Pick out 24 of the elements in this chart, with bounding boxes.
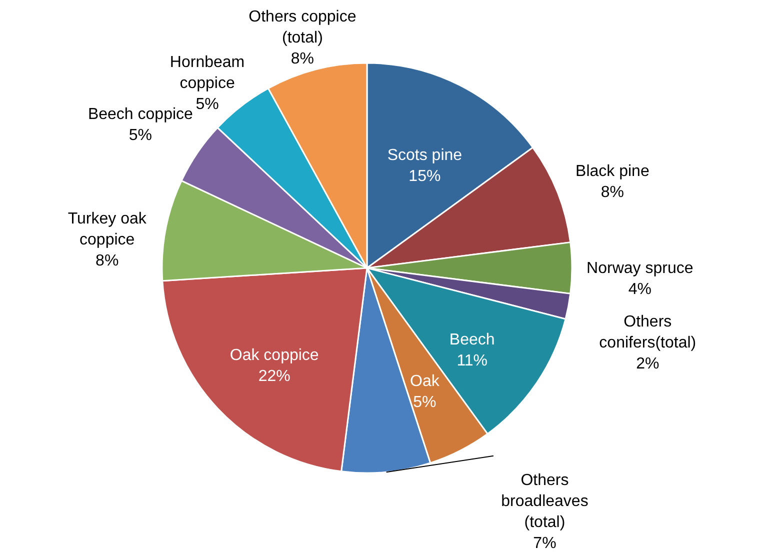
data-label: 11% [456,352,488,370]
data-label: 2% [636,356,660,373]
slice-label: Turkey oak coppice [68,210,148,248]
slice-label: Oak [410,373,440,390]
data-label: 7% [533,534,556,552]
data-label: 22% [258,368,290,386]
data-label: 5% [413,394,436,412]
data-label: 5% [128,127,152,144]
slice-label: Norway spruce [586,260,694,277]
slice-label: Beech coppice [88,106,194,124]
data-label: 15% [408,168,441,185]
slice-label: Oak coppice [230,347,319,364]
slice-label: Black pine [576,162,650,180]
data-label: 8% [96,252,119,270]
slice-label: Others coppice (total) [248,8,356,47]
data-label: 8% [600,184,624,201]
slice-label: Others conifers(total) [599,314,696,352]
data-label: 4% [628,281,652,298]
slice-label: Hornbeam coppice [170,54,245,92]
slice-label: Others broadleaves (total) [501,472,588,531]
data-label: 5% [196,96,219,114]
data-label: 8% [290,50,314,68]
slice-label: Scots pine [387,146,462,164]
slice-label: Beech [449,331,495,348]
